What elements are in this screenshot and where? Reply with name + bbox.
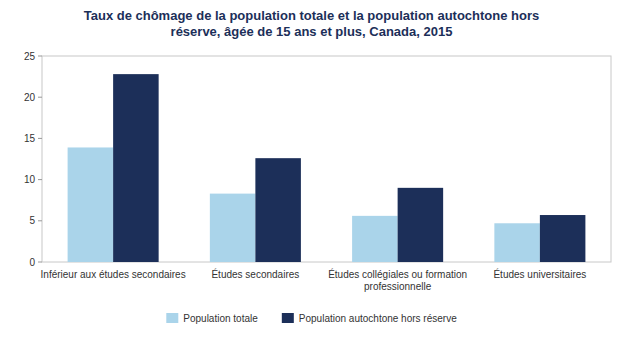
x-tick-label-line: professionnelle <box>364 281 432 292</box>
x-tick-label-line: Inférieur aux études secondaires <box>41 269 186 280</box>
y-tick-label: 15 <box>24 133 36 144</box>
title-line: Taux de chômage de la population totale … <box>84 8 540 23</box>
legend-label: Population totale <box>183 313 258 324</box>
y-tick <box>38 220 42 221</box>
y-tick <box>38 138 42 139</box>
x-tick-label: Études secondaires <box>211 268 299 280</box>
bar <box>255 158 301 262</box>
bar <box>352 216 398 262</box>
y-tick-label: 20 <box>24 92 36 103</box>
bar <box>210 194 256 262</box>
chart-svg: Taux de chômage de la population totale … <box>0 0 623 351</box>
legend: Population totale Population autochtone h… <box>166 313 457 324</box>
legend-swatch <box>166 313 178 323</box>
bar <box>398 188 444 262</box>
legend-item: Population totale <box>166 313 258 324</box>
legend-swatch <box>282 313 294 323</box>
x-tick-label: Études collégiales ou formationprofessio… <box>328 268 467 292</box>
y-tick <box>38 179 42 180</box>
x-tick-label-line: Études secondaires <box>211 268 299 280</box>
x-tick-label: Inférieur aux études secondaires <box>41 269 186 280</box>
y-tick <box>38 56 42 57</box>
plot-frame <box>42 56 611 262</box>
bar <box>540 215 586 262</box>
bar <box>68 147 114 262</box>
chart-title: Taux de chômage de la population totale … <box>84 8 540 39</box>
legend-label: Population autochtone hors réserve <box>299 313 457 324</box>
y-axis: 0 5 10 15 20 25 <box>24 51 42 268</box>
title-line: réserve, âgée de 15 ans et plus, Canada,… <box>171 24 453 39</box>
x-axis: Inférieur aux études secondaires Études s… <box>41 268 587 292</box>
bar <box>494 223 540 262</box>
y-tick-label: 5 <box>29 215 35 226</box>
y-tick-label: 0 <box>29 257 35 268</box>
legend-item: Population autochtone hors réserve <box>282 313 457 324</box>
bars <box>68 74 586 262</box>
y-tick <box>38 262 42 263</box>
x-tick-label-line: Études universitaires <box>493 268 586 280</box>
y-tick-label: 10 <box>24 174 36 185</box>
x-tick-label-line: Études collégiales ou formation <box>328 268 467 280</box>
y-tick <box>38 97 42 98</box>
y-tick-label: 25 <box>24 51 36 62</box>
bar <box>113 74 159 262</box>
x-tick-label: Études universitaires <box>493 268 586 280</box>
chart-container: Taux de chômage de la population totale … <box>0 0 623 351</box>
